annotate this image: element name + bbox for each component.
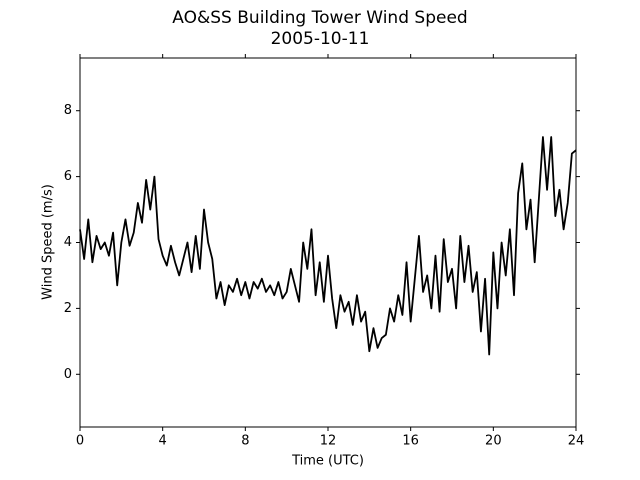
chart-subtitle: 2005-10-11 — [271, 29, 370, 49]
y-tick-label: 6 — [64, 169, 72, 184]
x-tick-label: 24 — [568, 434, 585, 449]
x-tick-label: 16 — [402, 434, 419, 449]
y-tick-label: 8 — [64, 103, 72, 118]
plot-frame — [79, 57, 577, 428]
y-tick-label: 2 — [64, 301, 72, 316]
x-axis-label: Time (UTC) — [291, 454, 364, 469]
data-line — [79, 136, 577, 356]
y-tick-label: 4 — [64, 235, 72, 250]
chart-title: AO&SS Building Tower Wind Speed — [172, 8, 467, 28]
y-axis-label: Wind Speed (m/s) — [41, 184, 56, 300]
x-tick-label: 4 — [159, 434, 167, 449]
y-tick-label: 0 — [64, 367, 72, 382]
x-tick-label: 8 — [241, 434, 249, 449]
x-tick-label: 0 — [76, 434, 84, 449]
x-tick-label: 20 — [485, 434, 502, 449]
x-tick-label: 12 — [320, 434, 337, 449]
